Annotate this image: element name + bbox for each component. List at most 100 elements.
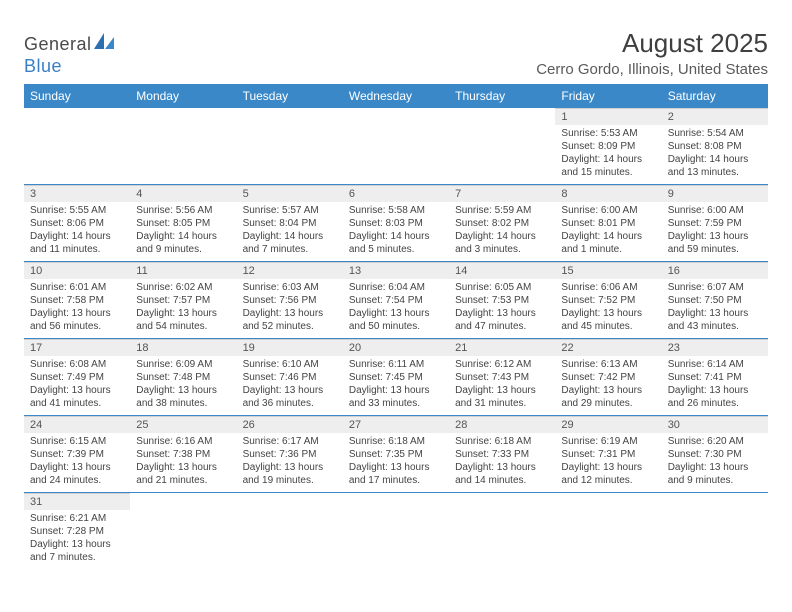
day-day2: and 12 minutes. xyxy=(561,474,655,487)
calendar-week-data: Sunrise: 5:55 AMSunset: 8:06 PMDaylight:… xyxy=(24,202,768,262)
day-day1: Daylight: 13 hours xyxy=(349,307,443,320)
day-cell-data: Sunrise: 6:10 AMSunset: 7:46 PMDaylight:… xyxy=(237,356,343,416)
day-day1: Daylight: 13 hours xyxy=(30,461,124,474)
weekday-friday: Friday xyxy=(555,84,661,108)
day-details: Sunrise: 6:11 AMSunset: 7:45 PMDaylight:… xyxy=(343,356,449,415)
day-cell-num: 20 xyxy=(343,339,449,357)
day-number: 28 xyxy=(449,416,555,433)
day-sunrise: Sunrise: 6:19 AM xyxy=(561,435,655,448)
day-day1: Daylight: 13 hours xyxy=(455,307,549,320)
day-day2: and 9 minutes. xyxy=(668,474,762,487)
day-cell-num: 7 xyxy=(449,185,555,203)
day-day1: Daylight: 13 hours xyxy=(455,461,549,474)
day-sunset: Sunset: 7:31 PM xyxy=(561,448,655,461)
day-cell-data: Sunrise: 6:03 AMSunset: 7:56 PMDaylight:… xyxy=(237,279,343,339)
day-cell-data: Sunrise: 6:02 AMSunset: 7:57 PMDaylight:… xyxy=(130,279,236,339)
day-number: 12 xyxy=(237,262,343,279)
day-sunset: Sunset: 7:46 PM xyxy=(243,371,337,384)
day-cell-data: Sunrise: 6:05 AMSunset: 7:53 PMDaylight:… xyxy=(449,279,555,339)
day-sunset: Sunset: 7:59 PM xyxy=(668,217,762,230)
day-sunrise: Sunrise: 5:57 AM xyxy=(243,204,337,217)
day-day2: and 21 minutes. xyxy=(136,474,230,487)
day-number: 25 xyxy=(130,416,236,433)
day-cell-num xyxy=(449,493,555,511)
day-sunset: Sunset: 7:30 PM xyxy=(668,448,762,461)
day-cell-data: Sunrise: 6:04 AMSunset: 7:54 PMDaylight:… xyxy=(343,279,449,339)
day-sunrise: Sunrise: 5:53 AM xyxy=(561,127,655,140)
day-number: 20 xyxy=(343,339,449,356)
day-day1: Daylight: 13 hours xyxy=(30,538,124,551)
day-details: Sunrise: 5:56 AMSunset: 8:05 PMDaylight:… xyxy=(130,202,236,261)
day-cell-num xyxy=(237,108,343,125)
day-cell-data: Sunrise: 6:18 AMSunset: 7:33 PMDaylight:… xyxy=(449,433,555,493)
day-number: 5 xyxy=(237,185,343,202)
day-cell-num xyxy=(343,108,449,125)
day-sunrise: Sunrise: 6:18 AM xyxy=(349,435,443,448)
day-number: 4 xyxy=(130,185,236,202)
day-day2: and 38 minutes. xyxy=(136,397,230,410)
weekday-tuesday: Tuesday xyxy=(237,84,343,108)
day-number: 21 xyxy=(449,339,555,356)
day-cell-data: Sunrise: 6:01 AMSunset: 7:58 PMDaylight:… xyxy=(24,279,130,339)
day-number: 26 xyxy=(237,416,343,433)
weekday-saturday: Saturday xyxy=(662,84,768,108)
day-cell-num xyxy=(343,493,449,511)
day-cell-num: 14 xyxy=(449,262,555,280)
logo-blue-row: Blue xyxy=(24,56,62,77)
day-sunset: Sunset: 8:08 PM xyxy=(668,140,762,153)
calendar-table: Sunday Monday Tuesday Wednesday Thursday… xyxy=(24,84,768,569)
day-cell-data: Sunrise: 6:12 AMSunset: 7:43 PMDaylight:… xyxy=(449,356,555,416)
day-day2: and 24 minutes. xyxy=(30,474,124,487)
day-cell-num xyxy=(662,493,768,511)
day-day2: and 26 minutes. xyxy=(668,397,762,410)
day-number: 22 xyxy=(555,339,661,356)
day-day2: and 7 minutes. xyxy=(30,551,124,564)
day-cell-data: Sunrise: 6:17 AMSunset: 7:36 PMDaylight:… xyxy=(237,433,343,493)
day-day1: Daylight: 13 hours xyxy=(243,461,337,474)
day-cell-data: Sunrise: 5:56 AMSunset: 8:05 PMDaylight:… xyxy=(130,202,236,262)
day-sunset: Sunset: 7:28 PM xyxy=(30,525,124,538)
day-cell-num: 4 xyxy=(130,185,236,203)
day-cell-num: 24 xyxy=(24,416,130,434)
day-sunset: Sunset: 7:49 PM xyxy=(30,371,124,384)
day-cell-data: Sunrise: 5:54 AMSunset: 8:08 PMDaylight:… xyxy=(662,125,768,185)
day-day1: Daylight: 13 hours xyxy=(668,384,762,397)
day-details: Sunrise: 6:19 AMSunset: 7:31 PMDaylight:… xyxy=(555,433,661,492)
day-number: 19 xyxy=(237,339,343,356)
calendar-week-data: Sunrise: 5:53 AMSunset: 8:09 PMDaylight:… xyxy=(24,125,768,185)
day-sunrise: Sunrise: 5:56 AM xyxy=(136,204,230,217)
day-cell-data: Sunrise: 6:00 AMSunset: 7:59 PMDaylight:… xyxy=(662,202,768,262)
day-number: 3 xyxy=(24,185,130,202)
day-number: 29 xyxy=(555,416,661,433)
day-sunrise: Sunrise: 6:04 AM xyxy=(349,281,443,294)
day-sunrise: Sunrise: 6:05 AM xyxy=(455,281,549,294)
day-sunrise: Sunrise: 6:00 AM xyxy=(668,204,762,217)
day-sunset: Sunset: 8:05 PM xyxy=(136,217,230,230)
day-sunset: Sunset: 7:36 PM xyxy=(243,448,337,461)
day-day2: and 29 minutes. xyxy=(561,397,655,410)
day-sunset: Sunset: 7:57 PM xyxy=(136,294,230,307)
logo-text-general: General xyxy=(24,34,92,55)
day-details: Sunrise: 6:13 AMSunset: 7:42 PMDaylight:… xyxy=(555,356,661,415)
day-cell-num: 19 xyxy=(237,339,343,357)
day-sunset: Sunset: 7:35 PM xyxy=(349,448,443,461)
day-day2: and 19 minutes. xyxy=(243,474,337,487)
day-sunset: Sunset: 7:43 PM xyxy=(455,371,549,384)
day-sunrise: Sunrise: 6:11 AM xyxy=(349,358,443,371)
day-day2: and 1 minute. xyxy=(561,243,655,256)
day-sunset: Sunset: 8:03 PM xyxy=(349,217,443,230)
day-number: 16 xyxy=(662,262,768,279)
day-number: 1 xyxy=(555,108,661,125)
day-cell-num xyxy=(449,108,555,125)
day-details: Sunrise: 5:59 AMSunset: 8:02 PMDaylight:… xyxy=(449,202,555,261)
day-number: 10 xyxy=(24,262,130,279)
day-sunset: Sunset: 7:58 PM xyxy=(30,294,124,307)
day-cell-num: 26 xyxy=(237,416,343,434)
day-sunrise: Sunrise: 6:10 AM xyxy=(243,358,337,371)
day-cell-num: 27 xyxy=(343,416,449,434)
day-sunrise: Sunrise: 6:17 AM xyxy=(243,435,337,448)
day-day1: Daylight: 13 hours xyxy=(561,307,655,320)
day-details: Sunrise: 6:04 AMSunset: 7:54 PMDaylight:… xyxy=(343,279,449,338)
day-cell-num: 16 xyxy=(662,262,768,280)
day-number: 8 xyxy=(555,185,661,202)
